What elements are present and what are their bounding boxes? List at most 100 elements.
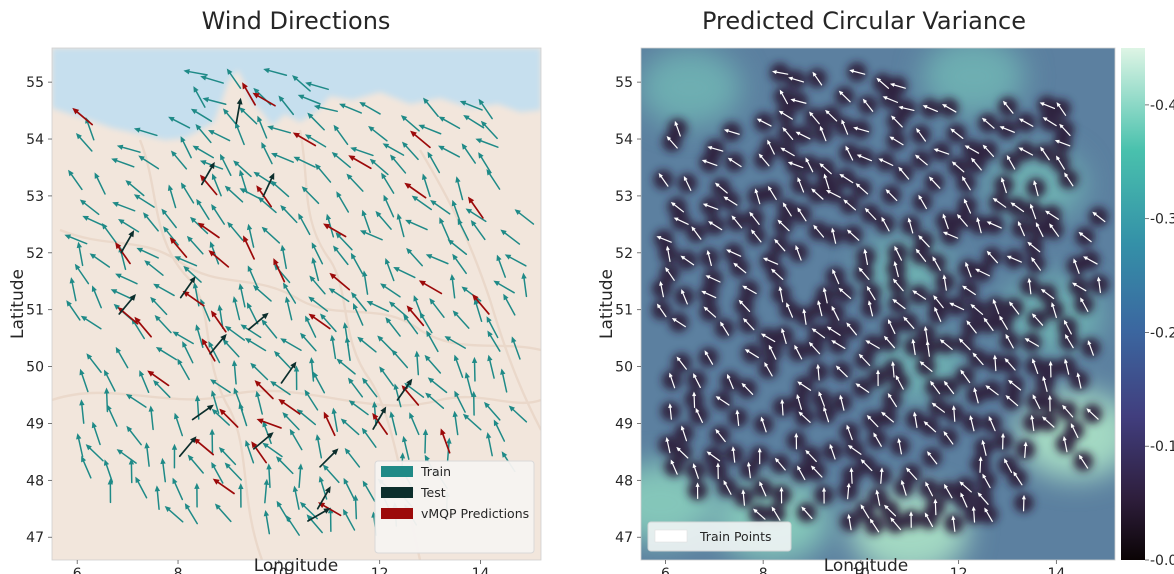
train-point-arrow	[912, 411, 918, 428]
right-panel: Predicted Circular Variance 6 8 10 12 14 47 48…	[597, 7, 1174, 574]
train-arrow	[222, 338, 240, 358]
train-point-arrow	[933, 295, 944, 309]
train-arrow	[174, 412, 184, 437]
test-arrow	[316, 486, 331, 510]
train-arrow	[270, 180, 290, 198]
train-arrow	[362, 270, 369, 295]
train-arrow	[211, 204, 225, 225]
train-arrow	[388, 301, 408, 318]
train-point-arrow	[838, 287, 852, 299]
train-arrow	[239, 107, 258, 125]
train-arrow	[154, 485, 161, 510]
train-arrow	[353, 303, 364, 326]
train-arrow	[362, 377, 378, 398]
colorbar-tick-label: -0.0	[1150, 553, 1174, 569]
train-point-arrow	[841, 119, 849, 135]
train-arrow	[409, 412, 420, 436]
left-ylabel: Latitude	[8, 269, 28, 339]
train-arrow	[81, 455, 92, 479]
train-arrow	[487, 354, 495, 379]
train-point-arrow	[869, 518, 880, 533]
train-arrow	[427, 151, 441, 174]
left-ytick-label: 52	[26, 246, 44, 262]
train-arrow	[85, 444, 104, 462]
train-arrow	[246, 223, 255, 248]
left-panel: Wind Directions 6 8 10 12 14 47 48 49 50 51 52 53 54…	[8, 7, 542, 574]
train-point-arrow	[767, 185, 777, 201]
right-arrows	[656, 69, 1106, 533]
train-arrow	[313, 104, 338, 113]
train-point-arrow	[846, 424, 853, 441]
train-arrow	[196, 198, 210, 220]
train-point-arrow	[1006, 255, 1022, 263]
train-arrow	[263, 478, 270, 504]
train-arrow	[348, 400, 369, 416]
train-arrow	[329, 334, 337, 360]
train-arrow	[128, 458, 135, 484]
train-point-arrow	[823, 406, 830, 423]
left-ytick-label: 47	[26, 530, 44, 546]
train-arrow	[91, 285, 102, 309]
left-xlabel: Longitude	[254, 556, 339, 574]
train-point-arrow	[681, 289, 688, 305]
right-xtick-label: 10	[852, 566, 870, 574]
train-arrow	[461, 143, 476, 164]
train-arrow	[478, 152, 492, 174]
train-arrow	[342, 508, 356, 531]
train-point-arrow	[805, 449, 817, 463]
train-arrow	[336, 358, 356, 375]
train-arrow	[331, 152, 351, 169]
train-arrow	[187, 454, 204, 474]
train-point-arrow	[767, 139, 775, 155]
train-point-arrow	[831, 227, 837, 244]
train-point-arrow	[818, 391, 825, 407]
train-point-arrow	[812, 71, 823, 86]
train-point-arrow	[942, 274, 947, 291]
train-point-arrow	[779, 89, 789, 105]
train-arrow	[411, 195, 433, 211]
train-arrow	[449, 273, 456, 299]
train-point-arrow	[795, 131, 811, 140]
train-point-arrow	[1063, 319, 1072, 335]
train-point-arrow	[881, 411, 894, 423]
test-arrow	[178, 436, 197, 458]
train-arrow	[66, 300, 81, 321]
train-point-arrow	[885, 189, 898, 202]
train-arrow	[246, 302, 259, 325]
train-arrow	[335, 232, 353, 251]
train-point-arrow	[802, 308, 807, 325]
train-arrow	[504, 254, 527, 267]
train-point-arrow	[1087, 340, 1094, 356]
train-arrow	[104, 387, 110, 413]
train-point-arrow	[704, 350, 714, 365]
train-point-arrow	[858, 353, 871, 366]
train-point-arrow	[811, 188, 824, 200]
train-point-arrow	[656, 303, 667, 318]
test-arrow	[200, 161, 215, 186]
train-arrow	[195, 124, 212, 144]
train-arrow	[406, 247, 423, 267]
test-arrow	[120, 230, 135, 254]
train-arrow	[475, 138, 499, 148]
train-point-arrow	[928, 176, 941, 189]
prediction-arrow	[242, 82, 256, 106]
train-point-arrow	[900, 479, 907, 496]
train-point-arrow	[702, 203, 719, 210]
train-point-arrow	[866, 415, 879, 428]
train-arrow	[220, 153, 232, 177]
left-ytick-label: 49	[26, 416, 44, 432]
train-arrow	[444, 336, 466, 349]
train-point-arrow	[847, 445, 862, 455]
train-point-arrow	[781, 328, 787, 345]
train-point-arrow	[665, 436, 671, 454]
train-point-arrow	[1031, 257, 1041, 271]
train-point-arrow	[883, 504, 897, 517]
train-arrow	[405, 219, 428, 231]
train-point-arrow	[942, 213, 949, 230]
train-arrow	[233, 160, 252, 178]
prediction-arrow	[308, 313, 331, 330]
train-arrow	[184, 503, 198, 525]
train-arrow	[304, 389, 319, 411]
train-point-arrow	[778, 286, 784, 303]
train-arrow	[79, 368, 89, 393]
